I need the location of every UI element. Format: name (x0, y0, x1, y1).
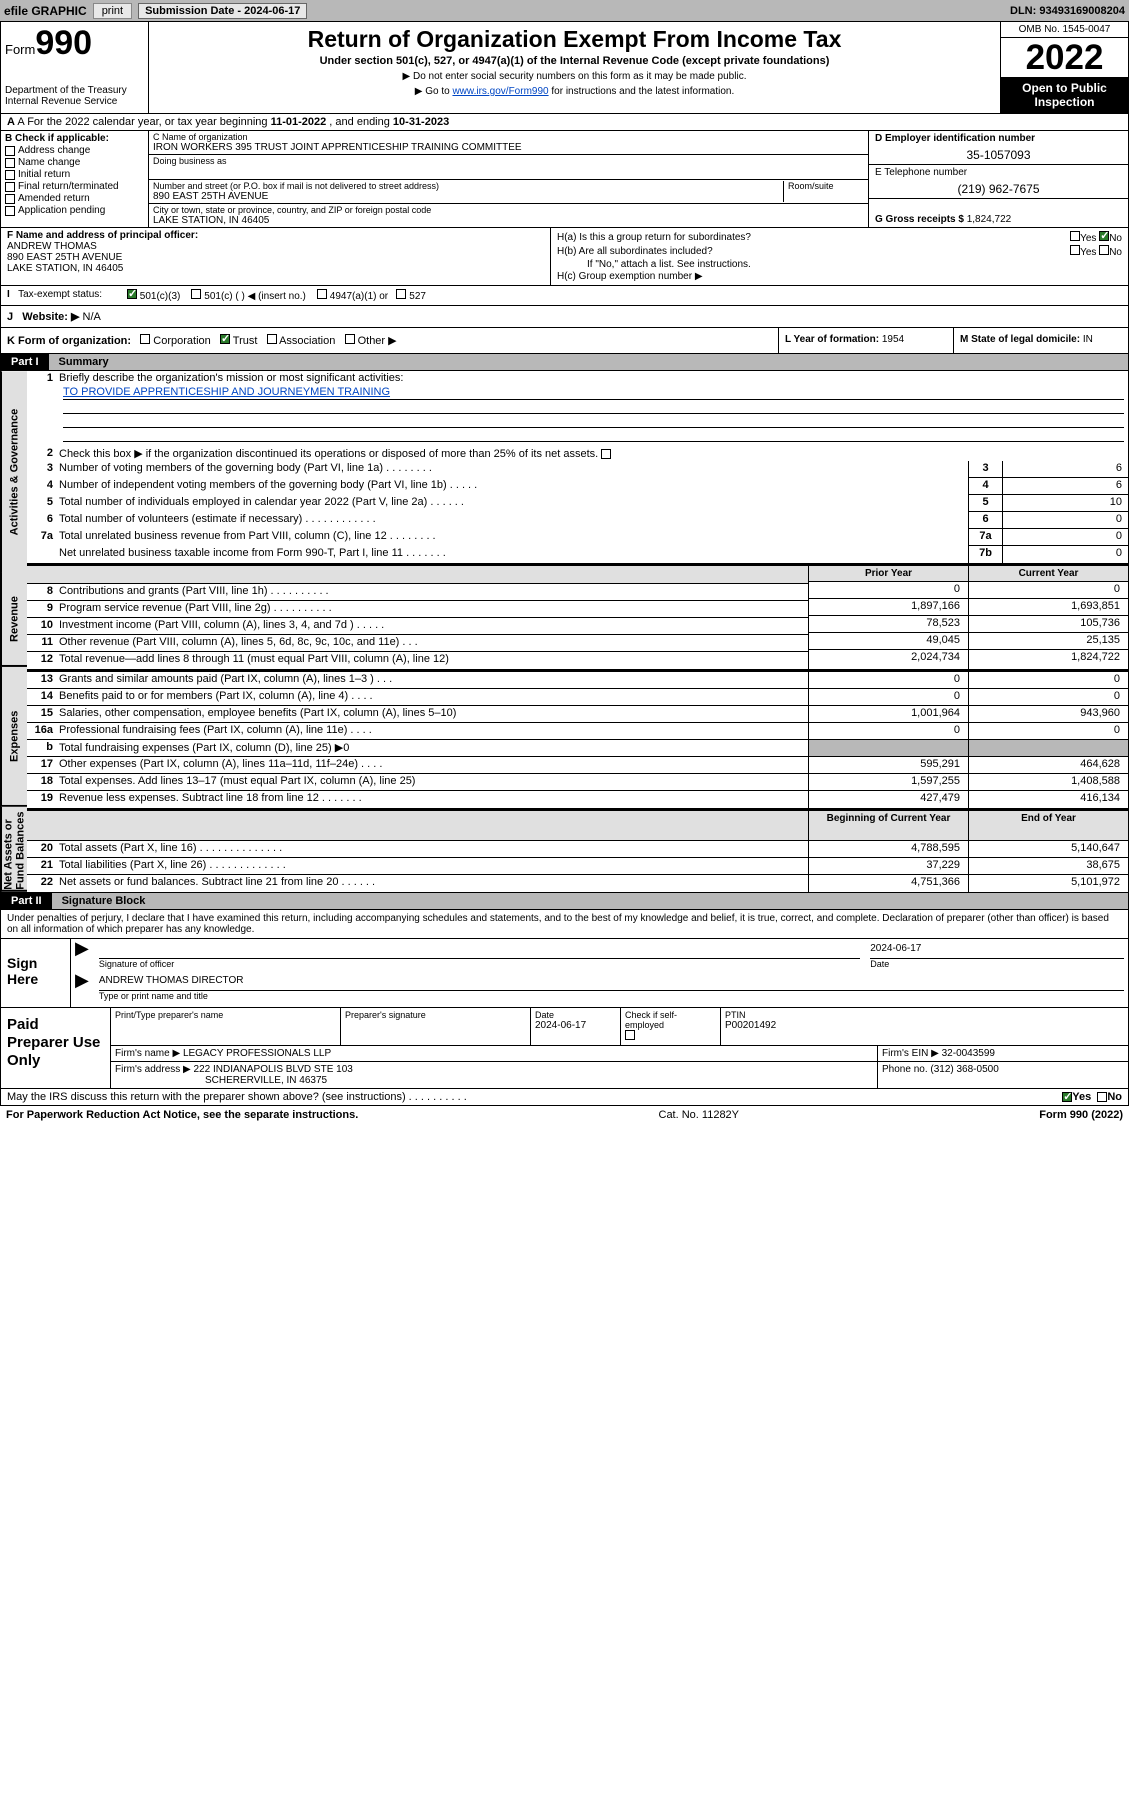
phone: (219) 962-7675 (875, 182, 1122, 196)
chk-4947[interactable] (317, 289, 327, 299)
line-j: J Website: ▶ N/A (0, 306, 1129, 328)
box-h: H(a) Is this a group return for subordin… (551, 228, 1128, 285)
part2-header: Part II Signature Block (0, 893, 1129, 910)
ptin: P00201492 (725, 1020, 1124, 1031)
chk-527[interactable] (396, 289, 406, 299)
may-irs-discuss: May the IRS discuss this return with the… (0, 1089, 1129, 1106)
line-k: K Form of organization: Corporation Trus… (1, 328, 778, 353)
chk-amended-return[interactable] (5, 194, 15, 204)
street-address: 890 EAST 25TH AVENUE (153, 191, 779, 202)
form-title: Return of Organization Exempt From Incom… (153, 26, 996, 53)
part1-header: Part I Summary (0, 354, 1129, 371)
firm-phone: (312) 368-0500 (930, 1064, 998, 1075)
website: N/A (83, 311, 101, 323)
chk-501c3[interactable] (127, 289, 137, 299)
efile-label: efile GRAPHIC (4, 4, 87, 18)
chk-address-change[interactable] (5, 146, 15, 156)
sect-governance: 1Briefly describe the organization's mis… (27, 371, 1128, 564)
dln: DLN: 93493169008204 (1010, 5, 1125, 17)
line-a: A A For the 2022 calendar year, or tax y… (0, 114, 1129, 131)
sect-netassets: 20Total assets (Part X, line 16) . . . .… (27, 809, 1128, 892)
city-state-zip: LAKE STATION, IN 46405 (153, 215, 864, 226)
header-left: Form990 Department of the Treasury Inter… (1, 22, 149, 113)
submission-date: Submission Date - 2024-06-17 (138, 3, 307, 19)
firm-name: LEGACY PROFESSIONALS LLP (183, 1048, 331, 1059)
page-footer: For Paperwork Reduction Act Notice, see … (0, 1106, 1129, 1124)
box-f: F Name and address of principal officer:… (1, 228, 551, 285)
chk-corp[interactable] (140, 334, 150, 344)
dba (153, 166, 864, 178)
sect-revenue: 8Contributions and grants (Part VIII, li… (27, 564, 1128, 670)
org-name: IRON WORKERS 395 TRUST JOINT APPRENTICES… (153, 142, 864, 153)
paid-preparer-block: Paid Preparer Use Only Print/Type prepar… (0, 1008, 1129, 1089)
vtab-expenses: Expenses (1, 667, 27, 807)
paid-preparer-label: Paid Preparer Use Only (1, 1008, 111, 1088)
top-bar: efile GRAPHIC print Submission Date - 20… (0, 0, 1129, 22)
sign-here-block: Sign Here ▶ Signature of officer 2024-06… (0, 939, 1129, 1008)
form-number: 990 (35, 24, 92, 62)
omb-number: OMB No. 1545-0047 (1001, 22, 1128, 38)
firm-addr: 222 INDIANAPOLIS BLVD STE 103 (194, 1064, 353, 1075)
gross-receipts: 1,824,722 (967, 214, 1012, 225)
box-b: B Check if applicable: Address change Na… (1, 131, 149, 227)
chk-501c[interactable] (191, 289, 201, 299)
box-f-h: F Name and address of principal officer:… (0, 228, 1129, 286)
form-header: Form990 Department of the Treasury Inter… (0, 22, 1129, 114)
penalties-text: Under penalties of perjury, I declare th… (0, 910, 1129, 939)
chk-ha-no[interactable] (1099, 231, 1109, 241)
chk-hb-yes[interactable] (1070, 245, 1080, 255)
part1-body: Activities & Governance Revenue Expenses… (0, 371, 1129, 893)
irs-label: Internal Revenue Service (5, 96, 144, 107)
mission-link[interactable]: TO PROVIDE APPRENTICESHIP AND JOURNEYMEN… (63, 386, 390, 398)
sign-date: 2024-06-17 (870, 943, 1124, 959)
officer-name: ANDREW THOMAS (7, 241, 97, 252)
print-button[interactable]: print (93, 3, 132, 19)
sign-here-label: Sign Here (1, 939, 71, 1007)
chk-discontinued[interactable] (601, 449, 611, 459)
officer-signed-name: ANDREW THOMAS DIRECTOR (99, 975, 1124, 991)
chk-mayirs-yes[interactable] (1062, 1092, 1072, 1102)
box-c: C Name of organization IRON WORKERS 395 … (149, 131, 868, 227)
form990-link[interactable]: www.irs.gov/Form990 (452, 86, 548, 97)
chk-mayirs-no[interactable] (1097, 1092, 1107, 1102)
chk-self-employed[interactable] (625, 1030, 635, 1040)
box-bcde: B Check if applicable: Address change Na… (0, 131, 1129, 228)
sect-expenses: 13Grants and similar amounts paid (Part … (27, 670, 1128, 809)
vtab-governance: Activities & Governance (1, 371, 27, 573)
chk-trust[interactable] (220, 334, 230, 344)
sign-arrow-icon: ▶ (75, 975, 89, 1001)
open-public: Open to Public Inspection (1001, 77, 1128, 113)
header-mid: Return of Organization Exempt From Incom… (149, 22, 1000, 113)
chk-hb-no[interactable] (1099, 245, 1109, 255)
chk-final-return[interactable] (5, 182, 15, 192)
ein: 35-1057093 (875, 148, 1122, 162)
header-sub2: ▶ Do not enter social security numbers o… (153, 71, 996, 82)
sign-arrow-icon: ▶ (75, 943, 89, 969)
chk-initial-return[interactable] (5, 170, 15, 180)
chk-assoc[interactable] (267, 334, 277, 344)
line-m: M State of legal domicile: IN (953, 328, 1128, 353)
header-sub3: ▶ Go to www.irs.gov/Form990 for instruct… (153, 86, 996, 97)
chk-name-change[interactable] (5, 158, 15, 168)
dept-treasury: Department of the Treasury (5, 85, 144, 96)
header-right: OMB No. 1545-0047 2022 Open to Public In… (1000, 22, 1128, 113)
vtab-netassets: Net Assets or Fund Balances (1, 807, 27, 892)
vtab-revenue: Revenue (1, 573, 27, 667)
chk-other[interactable] (345, 334, 355, 344)
header-sub1: Under section 501(c), 527, or 4947(a)(1)… (153, 55, 996, 67)
chk-ha-yes[interactable] (1070, 231, 1080, 241)
line-i: I Tax-exempt status: 501(c)(3) 501(c) ( … (0, 286, 1129, 306)
chk-application-pending[interactable] (5, 206, 15, 216)
firm-ein: 32-0043599 (942, 1048, 995, 1059)
box-d-e-g: D Employer identification number 35-1057… (868, 131, 1128, 227)
line-l: L Year of formation: 1954 (779, 328, 953, 353)
tax-year: 2022 (1001, 38, 1128, 77)
line-klm: K Form of organization: Corporation Trus… (0, 328, 1129, 354)
